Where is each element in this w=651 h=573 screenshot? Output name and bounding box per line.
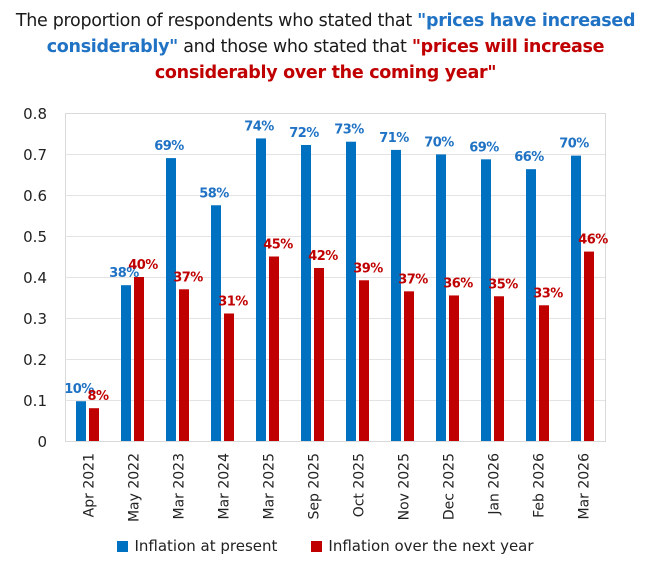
bar-next-year [89,408,99,441]
x-tick-label: Mar 2023 [172,453,188,520]
x-tick-label: May 2022 [127,453,143,522]
gridlines [65,154,605,401]
bar-next-year [269,256,279,441]
data-label-next-year: 40% [128,258,158,273]
legend-swatch-present [117,540,129,552]
data-label-next-year: 35% [488,277,518,292]
y-tick-label: 0.2 [23,351,47,369]
chart-title: The proportion of respondents who stated… [0,8,651,86]
x-tick-label: Sep 2025 [307,453,323,519]
legend-swatch-next-year [311,540,323,552]
legend-label-next-year: Inflation over the next year [328,537,534,555]
bar-next-year [404,291,414,441]
x-tick-label: Feb 2026 [532,453,548,518]
bar-present [346,141,356,441]
bar-present [121,285,131,441]
bar-present [571,155,581,441]
bar-next-year [539,305,549,441]
x-tick-label: Oct 2025 [352,453,368,517]
bar-next-year [359,280,369,441]
y-tick-label: 0 [37,433,47,451]
x-axis: Apr 2021 May 2022 Mar 2023 Mar 2024 Mar 2025… [82,453,593,522]
x-tick-label: Mar 2025 [262,453,278,520]
x-tick-label: Nov 2025 [397,453,413,520]
data-label-next-year: 39% [353,261,383,276]
title-highlight-present: "prices have increased considerably" [46,11,636,57]
bar-next-year [314,267,324,441]
data-label-next-year: 36% [443,276,473,291]
bar-next-year [134,277,144,441]
bar-present [301,144,311,442]
data-label-next-year: 45% [263,238,293,253]
data-label-next-year: 46% [578,233,608,248]
data-label-present: 71% [379,131,409,146]
data-label-present: 74% [244,119,274,134]
bar-present [256,138,266,442]
data-label-next-year: 31% [218,294,248,309]
bar-present [391,149,401,441]
bar-present [166,158,176,441]
x-tick-label: Jan 2026 [487,453,503,516]
data-label-next-year: 37% [398,272,428,287]
bar-next-year [494,296,504,441]
data-label-present: 58% [199,186,229,201]
bar-next-year [224,313,234,441]
data-label-present: 69% [469,140,499,155]
bar-present [211,205,221,441]
bar-present [481,159,491,441]
legend-label-present: Inflation at present [134,537,278,555]
y-tick-label: 0.4 [23,269,47,287]
legend-item-present[interactable]: Inflation at present [117,537,277,555]
data-label-present: 73% [334,123,364,138]
y-axis: 0 0.1 0.2 0.3 0.4 0.5 0.6 0.7 0.8 [23,105,47,451]
data-label-next-year: 33% [533,286,563,301]
legend-item-next-year[interactable]: Inflation over the next year [311,537,534,555]
x-tick-label: Mar 2024 [217,453,233,520]
data-label-present: 69% [154,139,184,154]
legend: Inflation at present Inflation over the … [0,537,651,555]
x-tick-label: Mar 2026 [577,453,593,520]
title-highlight-next-year: "prices will increase considerably over … [154,37,605,83]
data-label-next-year: 8% [87,389,109,404]
y-tick-label: 0.5 [23,228,47,246]
data-label-present: 38% [109,266,139,281]
bar-present [76,401,86,441]
data-label-present: 72% [289,126,319,141]
x-tick-label: Dec 2025 [442,453,458,520]
data-label-present: 10% [64,382,94,397]
data-label-present: 70% [559,137,589,152]
bar-next-year [449,295,459,441]
data-label-present: 66% [514,150,544,165]
bar-next-year [179,289,189,441]
y-tick-label: 0.6 [23,187,47,205]
data-label-next-year: 37% [173,270,203,285]
title-text-1: The proportion of respondents who stated… [15,11,418,31]
bar-present [436,154,446,441]
bars [76,138,594,442]
bar-present [526,169,536,442]
x-tick-label: Apr 2021 [82,453,98,517]
bar-next-year [584,251,594,441]
data-labels: 10%8% 38%40% 69% 37% 58% 31% 74% 45% 72% 42% 73% 39… [64,119,609,404]
y-tick-label: 0.7 [23,146,47,164]
data-label-next-year: 42% [308,249,338,264]
y-tick-label: 0.8 [23,105,47,123]
y-tick-label: 0.1 [23,392,47,410]
y-tick-label: 0.3 [23,310,47,328]
data-label-present: 70% [424,135,454,150]
title-text-2: and those who stated that [178,37,412,57]
